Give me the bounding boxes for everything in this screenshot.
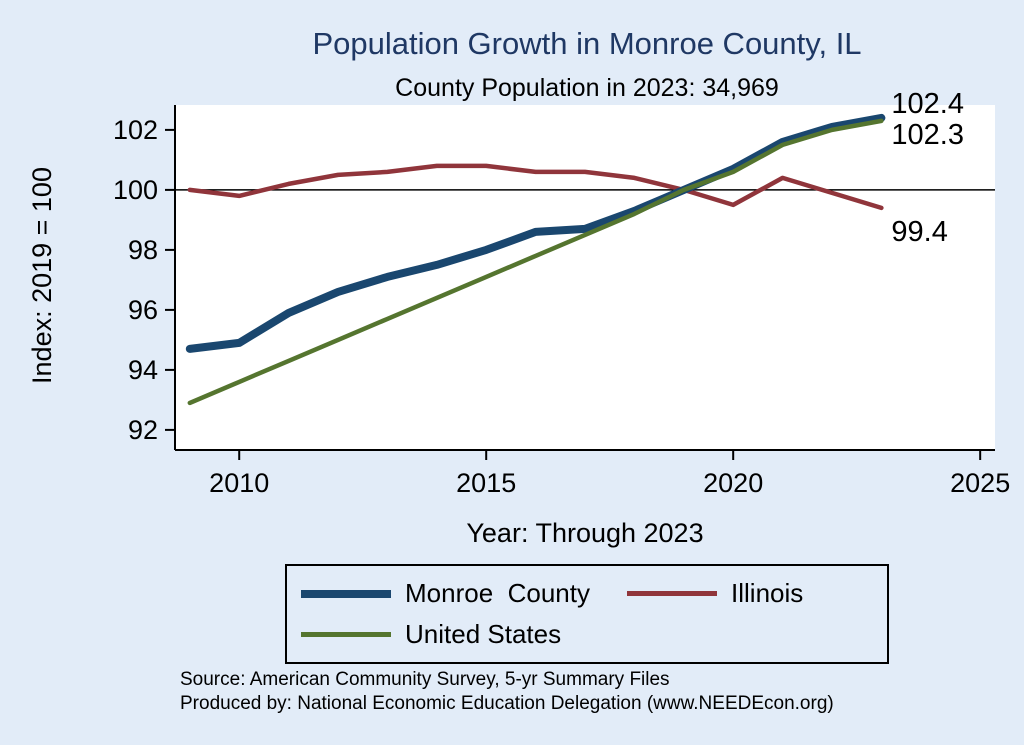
- source-notes: Source: American Community Survey, 5-yr …: [180, 668, 834, 716]
- y-tick-label: 94: [128, 355, 158, 385]
- end-value-label: 102.4: [891, 88, 964, 120]
- end-value-label: 99.4: [891, 216, 947, 248]
- y-tick-label: 98: [128, 235, 158, 265]
- x-axis-title: Year: Through 2023: [466, 518, 704, 548]
- series-line-illinois: [187, 163, 884, 211]
- plot-area: [175, 105, 995, 450]
- y-tick-label: 102: [113, 115, 158, 145]
- source-note-line-1: Source: American Community Survey, 5-yr …: [180, 669, 670, 690]
- x-tick-label: 2015: [456, 468, 516, 498]
- y-tick-label: 100: [113, 175, 158, 205]
- end-value-label: 102.3: [891, 119, 964, 151]
- x-tick-label: 2020: [703, 468, 763, 498]
- legend-swatch-illinois: [627, 591, 718, 596]
- legend: Monroe County Illinois United States: [285, 564, 889, 664]
- chart-subtitle: County Population in 2023: 34,969: [395, 74, 779, 102]
- legend-label-illinois: Illinois: [731, 578, 804, 608]
- legend-item-illinois: Illinois: [627, 578, 873, 609]
- legend-swatch-united-states: [301, 632, 391, 637]
- chart-title: Population Growth in Monroe County, IL: [312, 26, 862, 61]
- legend-item-monroe-county: Monroe County: [301, 578, 627, 609]
- x-tick-label: 2025: [950, 468, 1010, 498]
- legend-label-monroe-county: Monroe County: [405, 578, 590, 608]
- y-axis-title: Index: 2019 = 100: [27, 167, 57, 384]
- series-line-monroe-county: [185, 113, 886, 353]
- legend-item-united-states: United States: [301, 619, 627, 650]
- y-tick-label: 96: [128, 295, 158, 325]
- legend-label-united-states: United States: [405, 619, 562, 649]
- series-line-united-states: [187, 118, 884, 406]
- y-tick-label: 92: [128, 415, 158, 445]
- legend-swatch-monroe-county: [301, 589, 391, 598]
- x-tick-label: 2010: [209, 468, 269, 498]
- source-note-line-2: Produced by: National Economic Education…: [180, 692, 834, 714]
